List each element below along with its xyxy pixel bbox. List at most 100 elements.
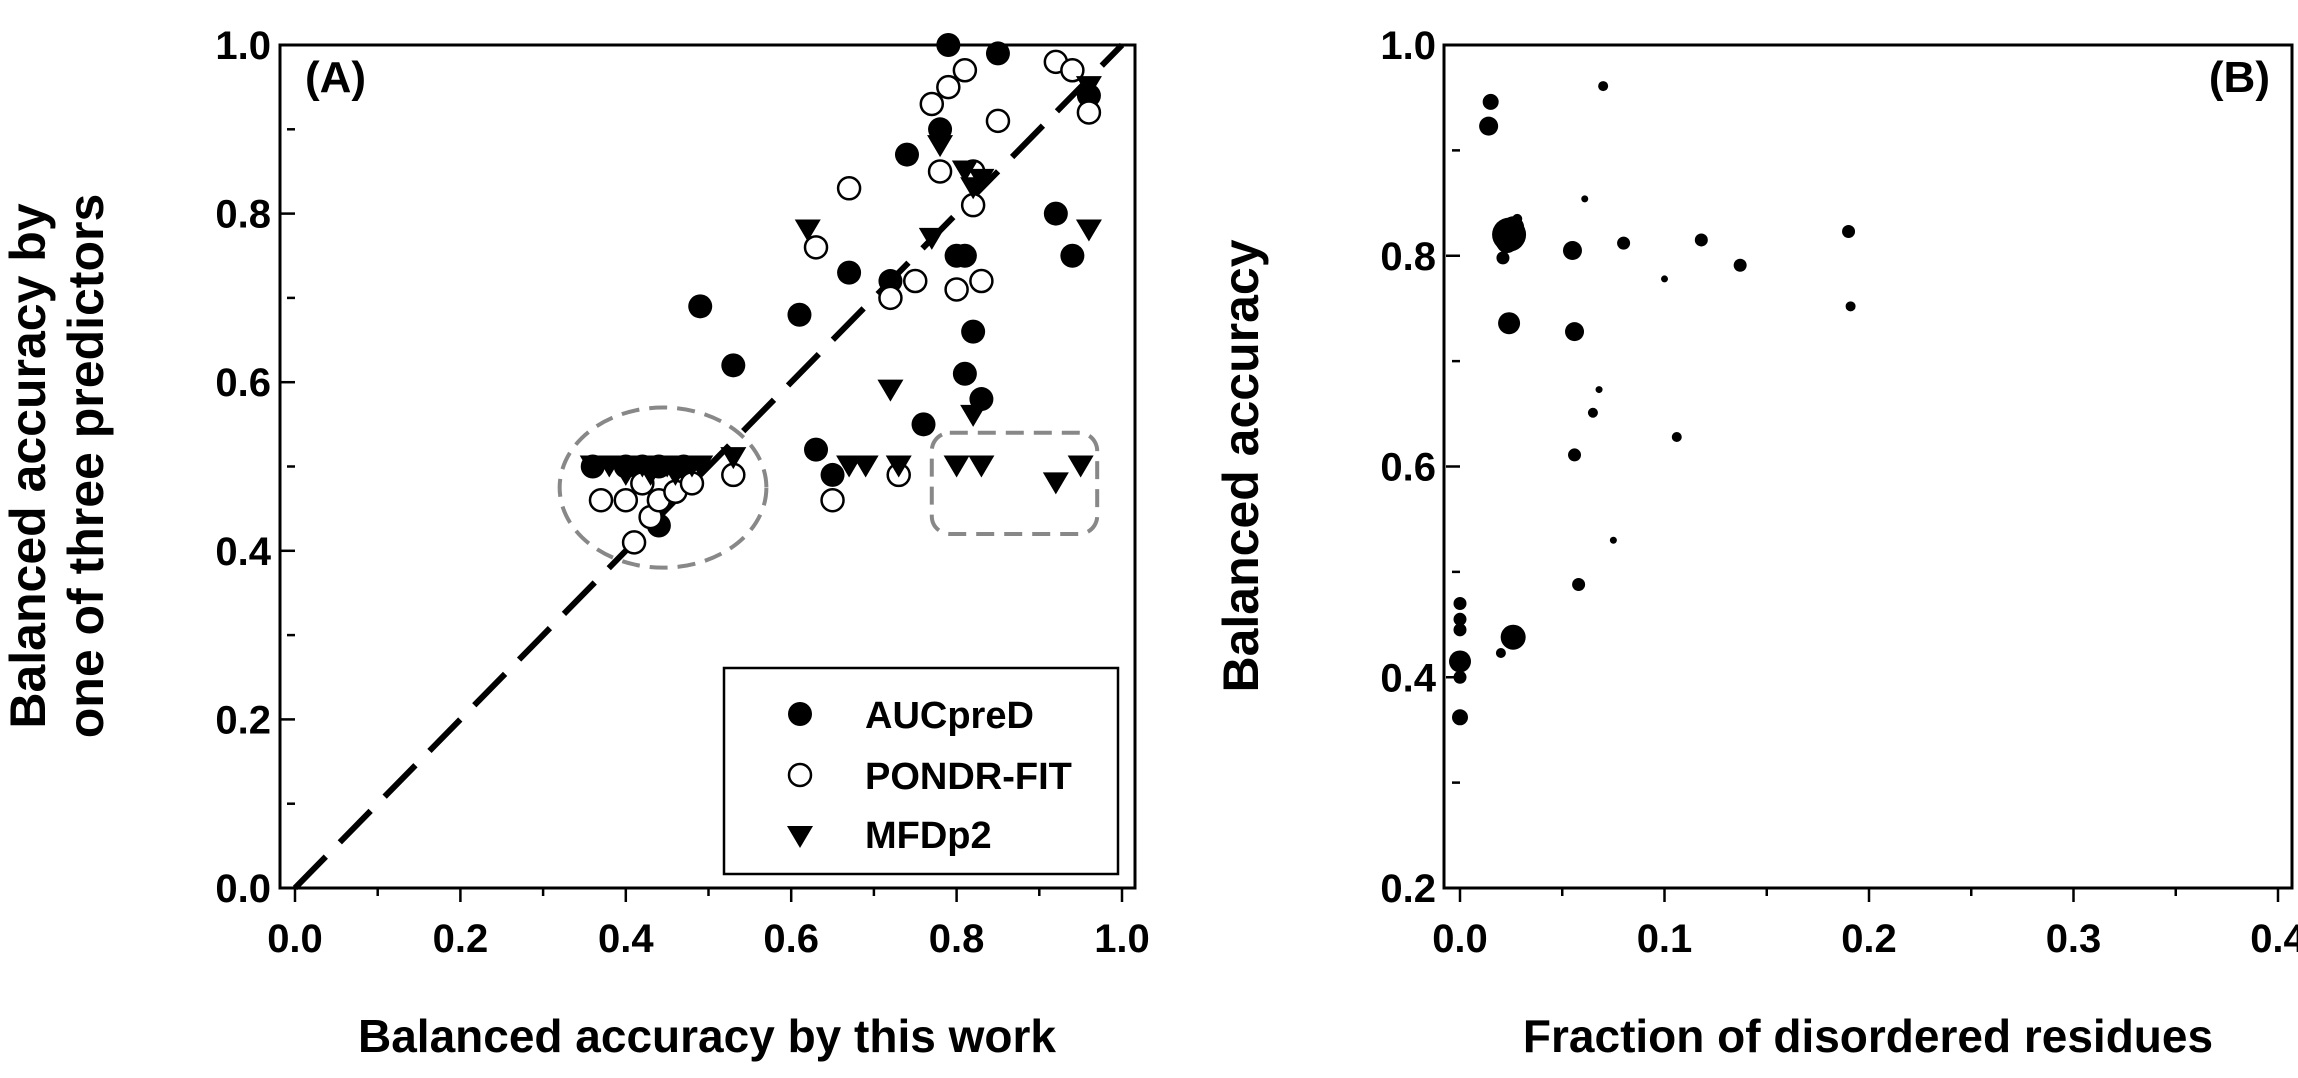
point-disorder — [1733, 258, 1747, 272]
panel-b-points — [1449, 81, 1856, 726]
panel-b-label: (B) — [2209, 53, 2270, 102]
point-disorder — [1595, 386, 1603, 394]
point-pondr-fit — [969, 268, 994, 294]
point-pondr-fit — [621, 530, 647, 555]
point-aucpred — [837, 260, 862, 285]
point-disorder — [1495, 648, 1506, 659]
svg-text:Balanced accuracy by: Balanced accuracy by — [0, 203, 56, 728]
x-tick-label: 0.4 — [598, 917, 654, 961]
point-mfdp2 — [596, 455, 623, 478]
panel-a: 0.0 0.2 0.4 0.6 0.8 1.0 0.0 0.2 0.4 0.6 0.8 1.0 (A)… — [0, 24, 1150, 1062]
panel-a-label: (A) — [305, 53, 366, 102]
highlight-rectangle — [929, 430, 1100, 536]
point-pondr-fit — [903, 268, 928, 294]
point-pondr-fit — [919, 91, 945, 117]
panel-a-points — [579, 33, 1102, 555]
x-tick-label: 0.4 — [2250, 917, 2298, 961]
point-pondr-fit — [985, 108, 1011, 134]
point-mfdp2 — [1075, 76, 1102, 99]
x-tick-label: 0.2 — [433, 917, 489, 961]
point-disorder — [1482, 93, 1499, 110]
point-disorder — [1565, 322, 1585, 342]
point-mfdp2 — [877, 379, 904, 402]
x-tick-label: 1.0 — [1094, 917, 1150, 961]
point-disorder — [1512, 213, 1523, 224]
panel-a-highlight-regions — [557, 405, 1100, 570]
x-tick-label: 0.1 — [1637, 917, 1693, 961]
x-tick-label: 0.0 — [267, 917, 323, 961]
point-disorder — [1568, 448, 1582, 462]
panel-b: 0.0 0.1 0.2 0.3 0.4 0.2 0.4 0.6 0.8 1.0 (B) Fract… — [1213, 24, 2298, 1062]
point-aucpred — [952, 243, 977, 268]
legend-label-aucpred: AUCpreD — [865, 695, 1034, 737]
legend-marker-pondr-fit — [787, 762, 813, 788]
point-pondr-fit — [927, 159, 953, 184]
panel-b-y-axis-label: Balanced accuracy — [1213, 239, 1269, 692]
point-aucpred — [804, 437, 829, 462]
point-pondr-fit — [820, 487, 845, 513]
point-mfdp2 — [687, 455, 714, 478]
point-pondr-fit — [803, 235, 829, 260]
point-pondr-fit — [878, 285, 903, 311]
point-mfdp2 — [1067, 455, 1094, 478]
point-disorder — [1562, 240, 1582, 260]
point-disorder — [1449, 650, 1471, 673]
panel-b-frame — [1442, 43, 2294, 890]
legend-marker-mfdp2 — [787, 826, 813, 848]
point-disorder — [1479, 116, 1499, 136]
point-disorder — [1453, 623, 1467, 637]
point-mfdp2 — [836, 455, 863, 478]
point-disorder — [1598, 81, 1609, 92]
point-pondr-fit — [952, 58, 978, 83]
y-tick-label: 0.4 — [215, 530, 271, 574]
y-tick-label: 0.2 — [1380, 867, 1436, 911]
point-disorder — [1496, 251, 1510, 265]
legend-box — [722, 666, 1120, 876]
point-mfdp2 — [943, 455, 970, 478]
point-mfdp2 — [720, 447, 747, 470]
legend-label-pondr-fit: PONDR-FIT — [865, 756, 1072, 798]
point-mfdp2 — [852, 455, 879, 478]
point-mfdp2 — [794, 219, 821, 242]
point-disorder — [1587, 407, 1598, 418]
y-tick-label: 1.0 — [1380, 24, 1436, 68]
point-aucpred — [688, 294, 713, 319]
point-disorder — [1453, 612, 1467, 626]
point-disorder — [1500, 624, 1526, 650]
point-disorder — [1453, 596, 1467, 610]
point-aucpred — [721, 353, 746, 378]
point-mfdp2 — [951, 160, 978, 183]
point-disorder — [1845, 301, 1856, 312]
point-disorder — [1453, 670, 1467, 684]
point-aucpred — [936, 33, 961, 57]
point-pondr-fit — [613, 487, 639, 513]
panel-a-y-axis-label: Balanced accuracy by one of three predic… — [0, 194, 114, 739]
y-tick-label: 1.0 — [215, 24, 271, 68]
point-mfdp2 — [579, 455, 606, 478]
svg-text:one of three predictors: one of three predictors — [58, 194, 114, 739]
x-tick-label: 0.2 — [1841, 917, 1897, 961]
point-disorder — [1671, 431, 1682, 442]
y-tick-label: 0.8 — [1380, 235, 1436, 279]
panel-a-ticks: 0.0 0.2 0.4 0.6 0.8 1.0 0.0 0.2 0.4 0.6 0.8 1.0 — [215, 24, 1149, 961]
x-tick-label: 0.3 — [2046, 917, 2102, 961]
point-aucpred — [952, 361, 977, 386]
point-mfdp2 — [1075, 219, 1102, 242]
point-aucpred — [894, 142, 919, 167]
point-disorder — [1498, 312, 1521, 335]
point-pondr-fit — [936, 74, 961, 100]
legend-label-mfdp2: MFDp2 — [865, 815, 992, 857]
point-disorder — [1452, 709, 1468, 726]
point-disorder — [1609, 536, 1617, 544]
y-tick-label: 0.2 — [215, 698, 271, 742]
point-aucpred — [1060, 243, 1085, 268]
point-mfdp2 — [968, 168, 995, 191]
point-aucpred — [985, 41, 1010, 66]
point-aucpred — [878, 269, 903, 294]
point-disorder — [1581, 195, 1589, 203]
panel-b-x-axis-label: Fraction of disordered residues — [1523, 1010, 2213, 1062]
point-mfdp2 — [1042, 472, 1069, 495]
x-tick-label: 0.0 — [1432, 917, 1488, 961]
y-tick-label: 0.8 — [215, 193, 271, 237]
point-mfdp2 — [968, 455, 995, 478]
